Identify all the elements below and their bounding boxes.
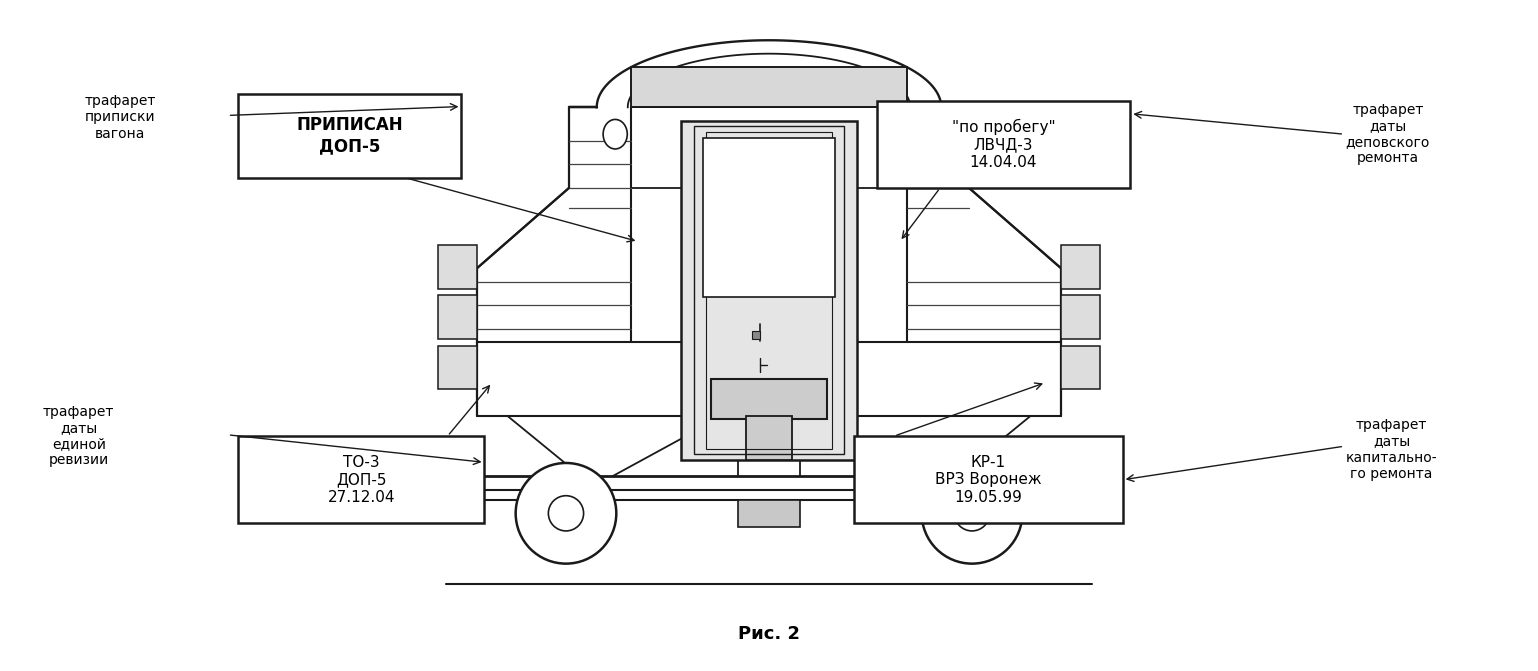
Ellipse shape <box>910 119 935 149</box>
Bar <box>752 331 760 340</box>
Bar <box>711 379 827 419</box>
Ellipse shape <box>603 119 628 149</box>
Text: Рис. 2: Рис. 2 <box>738 625 800 643</box>
Ellipse shape <box>549 496 583 531</box>
Ellipse shape <box>955 496 989 531</box>
Bar <box>877 101 1130 188</box>
Bar <box>703 138 835 297</box>
Bar <box>854 436 1123 523</box>
Bar <box>1061 295 1100 339</box>
Text: трафарет
приписки
вагона: трафарет приписки вагона <box>85 94 155 141</box>
Text: ПРИПИСАН
ДОП-5: ПРИПИСАН ДОП-5 <box>297 117 403 155</box>
Bar <box>681 121 857 460</box>
Bar <box>238 94 461 178</box>
Text: "по пробегу"
ЛВЧД-3
14.04.04: "по пробегу" ЛВЧД-3 14.04.04 <box>952 119 1055 170</box>
Bar <box>1061 245 1100 289</box>
Bar <box>238 436 484 523</box>
Bar <box>438 346 477 389</box>
Bar <box>738 500 800 527</box>
Bar <box>694 126 844 454</box>
Bar <box>631 67 907 107</box>
Text: ТО-3
ДОП-5
27.12.04: ТО-3 ДОП-5 27.12.04 <box>328 455 395 505</box>
Text: трафарет
даты
деповского
ремонта: трафарет даты деповского ремонта <box>1346 103 1430 166</box>
Bar <box>1061 346 1100 389</box>
Text: трафарет
даты
единой
ревизии: трафарет даты единой ревизии <box>43 405 114 468</box>
Bar <box>438 245 477 289</box>
Text: КР-1
ВРЗ Воронеж
19.05.99: КР-1 ВРЗ Воронеж 19.05.99 <box>935 455 1041 505</box>
Bar <box>438 295 477 339</box>
Ellipse shape <box>921 463 1023 564</box>
Ellipse shape <box>515 463 617 564</box>
Bar <box>746 416 792 460</box>
Bar <box>706 132 832 449</box>
Text: трафарет
даты
капитально-
го ремонта: трафарет даты капитально- го ремонта <box>1346 418 1438 481</box>
